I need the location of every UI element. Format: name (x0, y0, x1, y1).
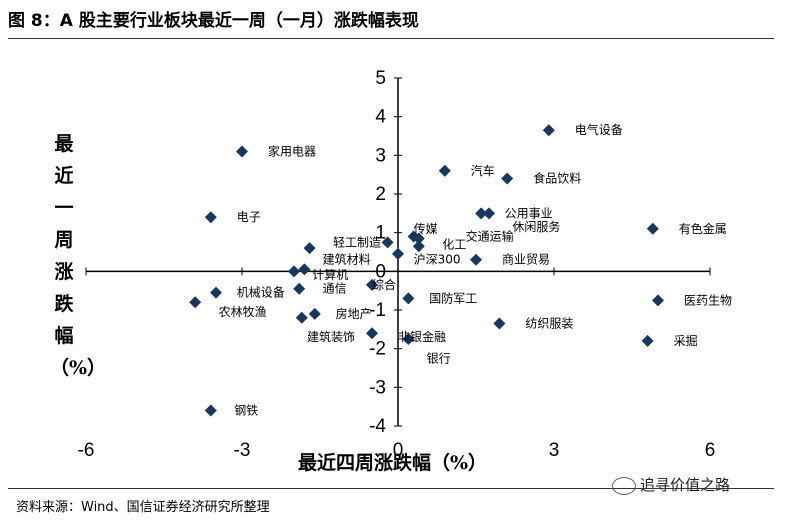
data-point-marker (493, 317, 506, 330)
y-tick-label: 1 (375, 223, 386, 244)
data-point-label: 化工 (442, 237, 466, 251)
data-point-label: 电子 (237, 210, 261, 224)
data-point-label: 建筑装饰 (307, 329, 355, 344)
data-point-label: 医药生物 (684, 293, 732, 307)
y-tick-label: 0 (375, 261, 386, 282)
y-tick-label: -2 (369, 339, 386, 360)
data-point-marker (470, 253, 482, 266)
data-point-label: 农林牧渔 (219, 305, 267, 319)
data-point-marker (402, 333, 415, 345)
data-point-label: 休闲服务 (512, 219, 560, 234)
y-axis-label: 最近一周涨跌幅（%） (50, 133, 107, 379)
data-point-marker (402, 292, 415, 305)
data-point-marker (412, 232, 425, 245)
data-point-label: 通信 (323, 282, 347, 296)
data-point-marker (303, 242, 316, 255)
data-point-marker (366, 278, 378, 291)
data-point-label: 采掘 (674, 333, 698, 348)
data-point-marker (542, 124, 555, 137)
data-point-label: 传媒 (414, 221, 438, 236)
data-point-marker (366, 327, 378, 340)
x-tick-label: -6 (78, 440, 95, 461)
figure-title: 图 8：A 股主要行业板块最近一周（一月）涨跌幅表现 (8, 11, 419, 31)
y-tick-label: -3 (369, 377, 386, 398)
watermark-text: 追寻价值之路 (640, 476, 731, 494)
data-point-marker (298, 263, 311, 276)
data-point-marker (438, 164, 451, 177)
data-point-marker (646, 222, 659, 235)
data-point-label: 家用电器 (268, 143, 316, 158)
y-tick-label: 4 (375, 107, 386, 128)
data-point-marker (652, 294, 664, 307)
data-point-label: 食品饮料 (533, 171, 581, 186)
data-point-label: 综合 (372, 277, 396, 292)
data-point-label: 沪深300 (414, 253, 461, 267)
data-point-marker (483, 207, 495, 220)
data-point-marker (381, 236, 394, 249)
data-point-label: 有色金属 (679, 221, 727, 236)
y-tick-label: 2 (375, 184, 386, 205)
data-point-label: 房地产 (336, 306, 372, 321)
data-point-marker (204, 404, 217, 417)
data-point-marker (475, 207, 488, 220)
tick-labels: -6 -3 0 3 6 -4 -3 -2 -1 0 1 2 3 4 5 (78, 68, 716, 461)
data-point-label: 非银金融 (398, 329, 446, 344)
source-note: 资料来源：Wind、国信证券经济研究所整理 (16, 500, 270, 515)
x-axis-label: 最近四周涨跌幅（%） (298, 452, 488, 474)
data-point-label: 汽车 (471, 163, 495, 178)
watermark: 追寻价值之路 (612, 474, 730, 495)
data-point-marker (189, 296, 202, 309)
y-tick-label: -4 (369, 416, 386, 437)
data-point-label: 纺织服装 (525, 317, 573, 331)
data-point-marker (288, 265, 300, 278)
wechat-icon (612, 476, 636, 495)
title-rule (8, 38, 774, 39)
source-rule (8, 488, 774, 489)
data-point-label: 国防军工 (429, 290, 477, 305)
x-tick-label: 3 (549, 440, 560, 461)
data-point-marker (236, 145, 248, 158)
data-point-label: 计算机 (312, 267, 348, 282)
data-point-marker (210, 286, 222, 299)
y-tick-label: -1 (369, 300, 386, 321)
data-point-label: 交通运输 (466, 229, 514, 244)
data-point-marker (501, 172, 514, 185)
data-point-label: 钢铁 (234, 404, 258, 418)
x-tick-label: 6 (705, 440, 716, 461)
x-tick-label: -3 (234, 440, 251, 461)
data-point-marker (308, 307, 321, 320)
x-tick-label: 0 (393, 440, 404, 461)
y-tick-label: 5 (375, 68, 386, 89)
data-point-marker (295, 311, 308, 324)
data-point-marker (392, 247, 404, 260)
data-point-marker (641, 334, 654, 347)
data-points (189, 124, 664, 417)
data-point-marker (293, 282, 306, 295)
data-point-marker (412, 240, 425, 253)
data-point-label: 银行 (427, 351, 451, 365)
data-point-label: 轻工制造 (333, 235, 381, 249)
y-tick-label: 3 (375, 145, 386, 166)
data-point-label: 商业贸易 (502, 252, 550, 267)
data-point-label: 建筑材料 (323, 252, 371, 267)
data-point-label: 公用事业 (505, 206, 553, 220)
data-point-label: 机械设备 (237, 285, 285, 300)
data-point-label: 电气设备 (575, 122, 623, 137)
data-point-marker (204, 211, 217, 224)
